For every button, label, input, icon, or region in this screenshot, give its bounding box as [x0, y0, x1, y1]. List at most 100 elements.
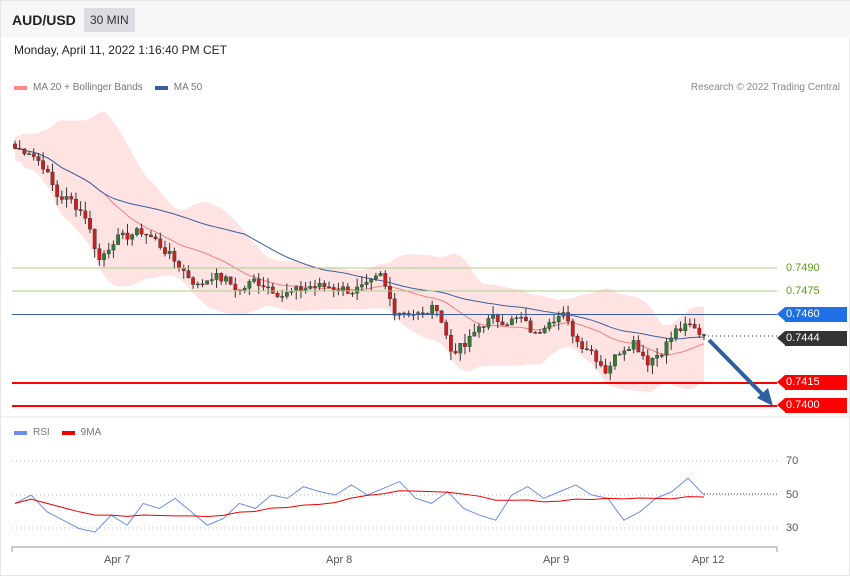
- x-tick: Apr 8: [326, 554, 353, 566]
- candle: [566, 312, 570, 322]
- candle: [659, 354, 664, 357]
- legend-rsi: RSI 9MA: [14, 427, 101, 438]
- candle: [22, 148, 27, 155]
- candle: [224, 276, 228, 282]
- candle: [149, 234, 153, 238]
- support-tag-2: 0.7400: [777, 398, 847, 413]
- candle: [83, 210, 88, 219]
- candle: [463, 343, 467, 347]
- candle: [41, 160, 46, 170]
- candle: [570, 320, 575, 337]
- header: AUD/USD 30 MIN: [1, 1, 850, 37]
- candle: [669, 337, 674, 342]
- candle: [355, 286, 360, 294]
- candle: [59, 196, 64, 200]
- candle: [88, 218, 92, 230]
- candle: [17, 148, 22, 150]
- timeframe-button[interactable]: 30 MIN: [84, 8, 135, 32]
- candle: [617, 353, 622, 356]
- candle: [444, 322, 449, 336]
- candle: [500, 321, 505, 326]
- candle: [556, 316, 561, 323]
- candle: [50, 171, 55, 186]
- candle: [205, 280, 210, 285]
- candle: [495, 314, 500, 322]
- candle: [139, 228, 144, 235]
- candle: [467, 335, 472, 347]
- candle: [627, 349, 631, 352]
- candle: [538, 332, 542, 334]
- candle: [97, 248, 102, 260]
- candle: [195, 283, 200, 286]
- candle: [359, 284, 364, 288]
- candle: [116, 234, 121, 245]
- legend-rsi-label: RSI: [33, 427, 50, 438]
- candle: [481, 326, 486, 328]
- candle: [514, 317, 519, 320]
- candle: [228, 276, 233, 285]
- candle: [439, 310, 444, 323]
- level-r2: 0.7490: [786, 262, 820, 274]
- candle: [299, 286, 303, 292]
- x-axis: [11, 546, 778, 552]
- candle: [378, 273, 383, 277]
- candle: [509, 318, 514, 326]
- candle: [144, 233, 149, 236]
- candle: [392, 298, 397, 316]
- candle: [453, 351, 458, 354]
- candle: [186, 270, 191, 278]
- candle: [177, 261, 181, 269]
- candle: [209, 279, 214, 281]
- candle: [256, 278, 261, 286]
- candle: [181, 268, 186, 271]
- rsi-swatch-icon: [14, 430, 27, 435]
- candle: [219, 273, 224, 282]
- candle: [284, 292, 289, 297]
- candle: [528, 320, 533, 333]
- datetime: Monday, April 11, 2022 1:16:40 PM CET: [14, 43, 228, 57]
- symbol: AUD/USD: [12, 12, 76, 28]
- candle: [486, 318, 491, 328]
- candle: [266, 286, 271, 289]
- candle: [650, 357, 655, 366]
- rsi-tick-30: 30: [786, 522, 799, 534]
- candle: [153, 236, 158, 240]
- candle: [55, 184, 60, 197]
- candle: [64, 196, 69, 200]
- candle: [69, 196, 74, 200]
- candle: [172, 251, 177, 262]
- candle: [613, 354, 617, 367]
- legend-rsi-ma-label: 9MA: [80, 427, 102, 438]
- x-tick: Apr 9: [543, 554, 570, 566]
- candle: [102, 253, 106, 260]
- candle: [542, 328, 547, 334]
- candle: [547, 322, 552, 329]
- candle: [280, 296, 285, 298]
- candle: [491, 314, 495, 319]
- ma20-line: [14, 147, 705, 355]
- candle: [345, 286, 350, 294]
- candle: [552, 321, 556, 324]
- candle: [692, 324, 697, 329]
- candle: [472, 331, 477, 337]
- candle: [673, 328, 678, 339]
- rsi-ma-swatch-icon: [61, 430, 75, 435]
- candle: [242, 288, 247, 291]
- candle: [191, 277, 196, 285]
- candle: [350, 292, 355, 295]
- candle: [430, 304, 435, 315]
- legend-bb-label: MA 20 + Bollinger Bands: [33, 82, 143, 93]
- rsi-ma-line: [14, 490, 705, 517]
- candle: [664, 341, 669, 356]
- candle: [214, 273, 219, 280]
- candle: [252, 278, 256, 282]
- candle: [580, 341, 585, 349]
- candle: [388, 285, 392, 299]
- candle: [505, 324, 510, 327]
- copyright: Research © 2022 Trading Central: [690, 82, 840, 93]
- candle: [158, 238, 163, 248]
- candle: [163, 247, 167, 254]
- candle: [458, 343, 463, 354]
- legend-bb: MA 20 + Bollinger Bands MA 50: [14, 82, 202, 93]
